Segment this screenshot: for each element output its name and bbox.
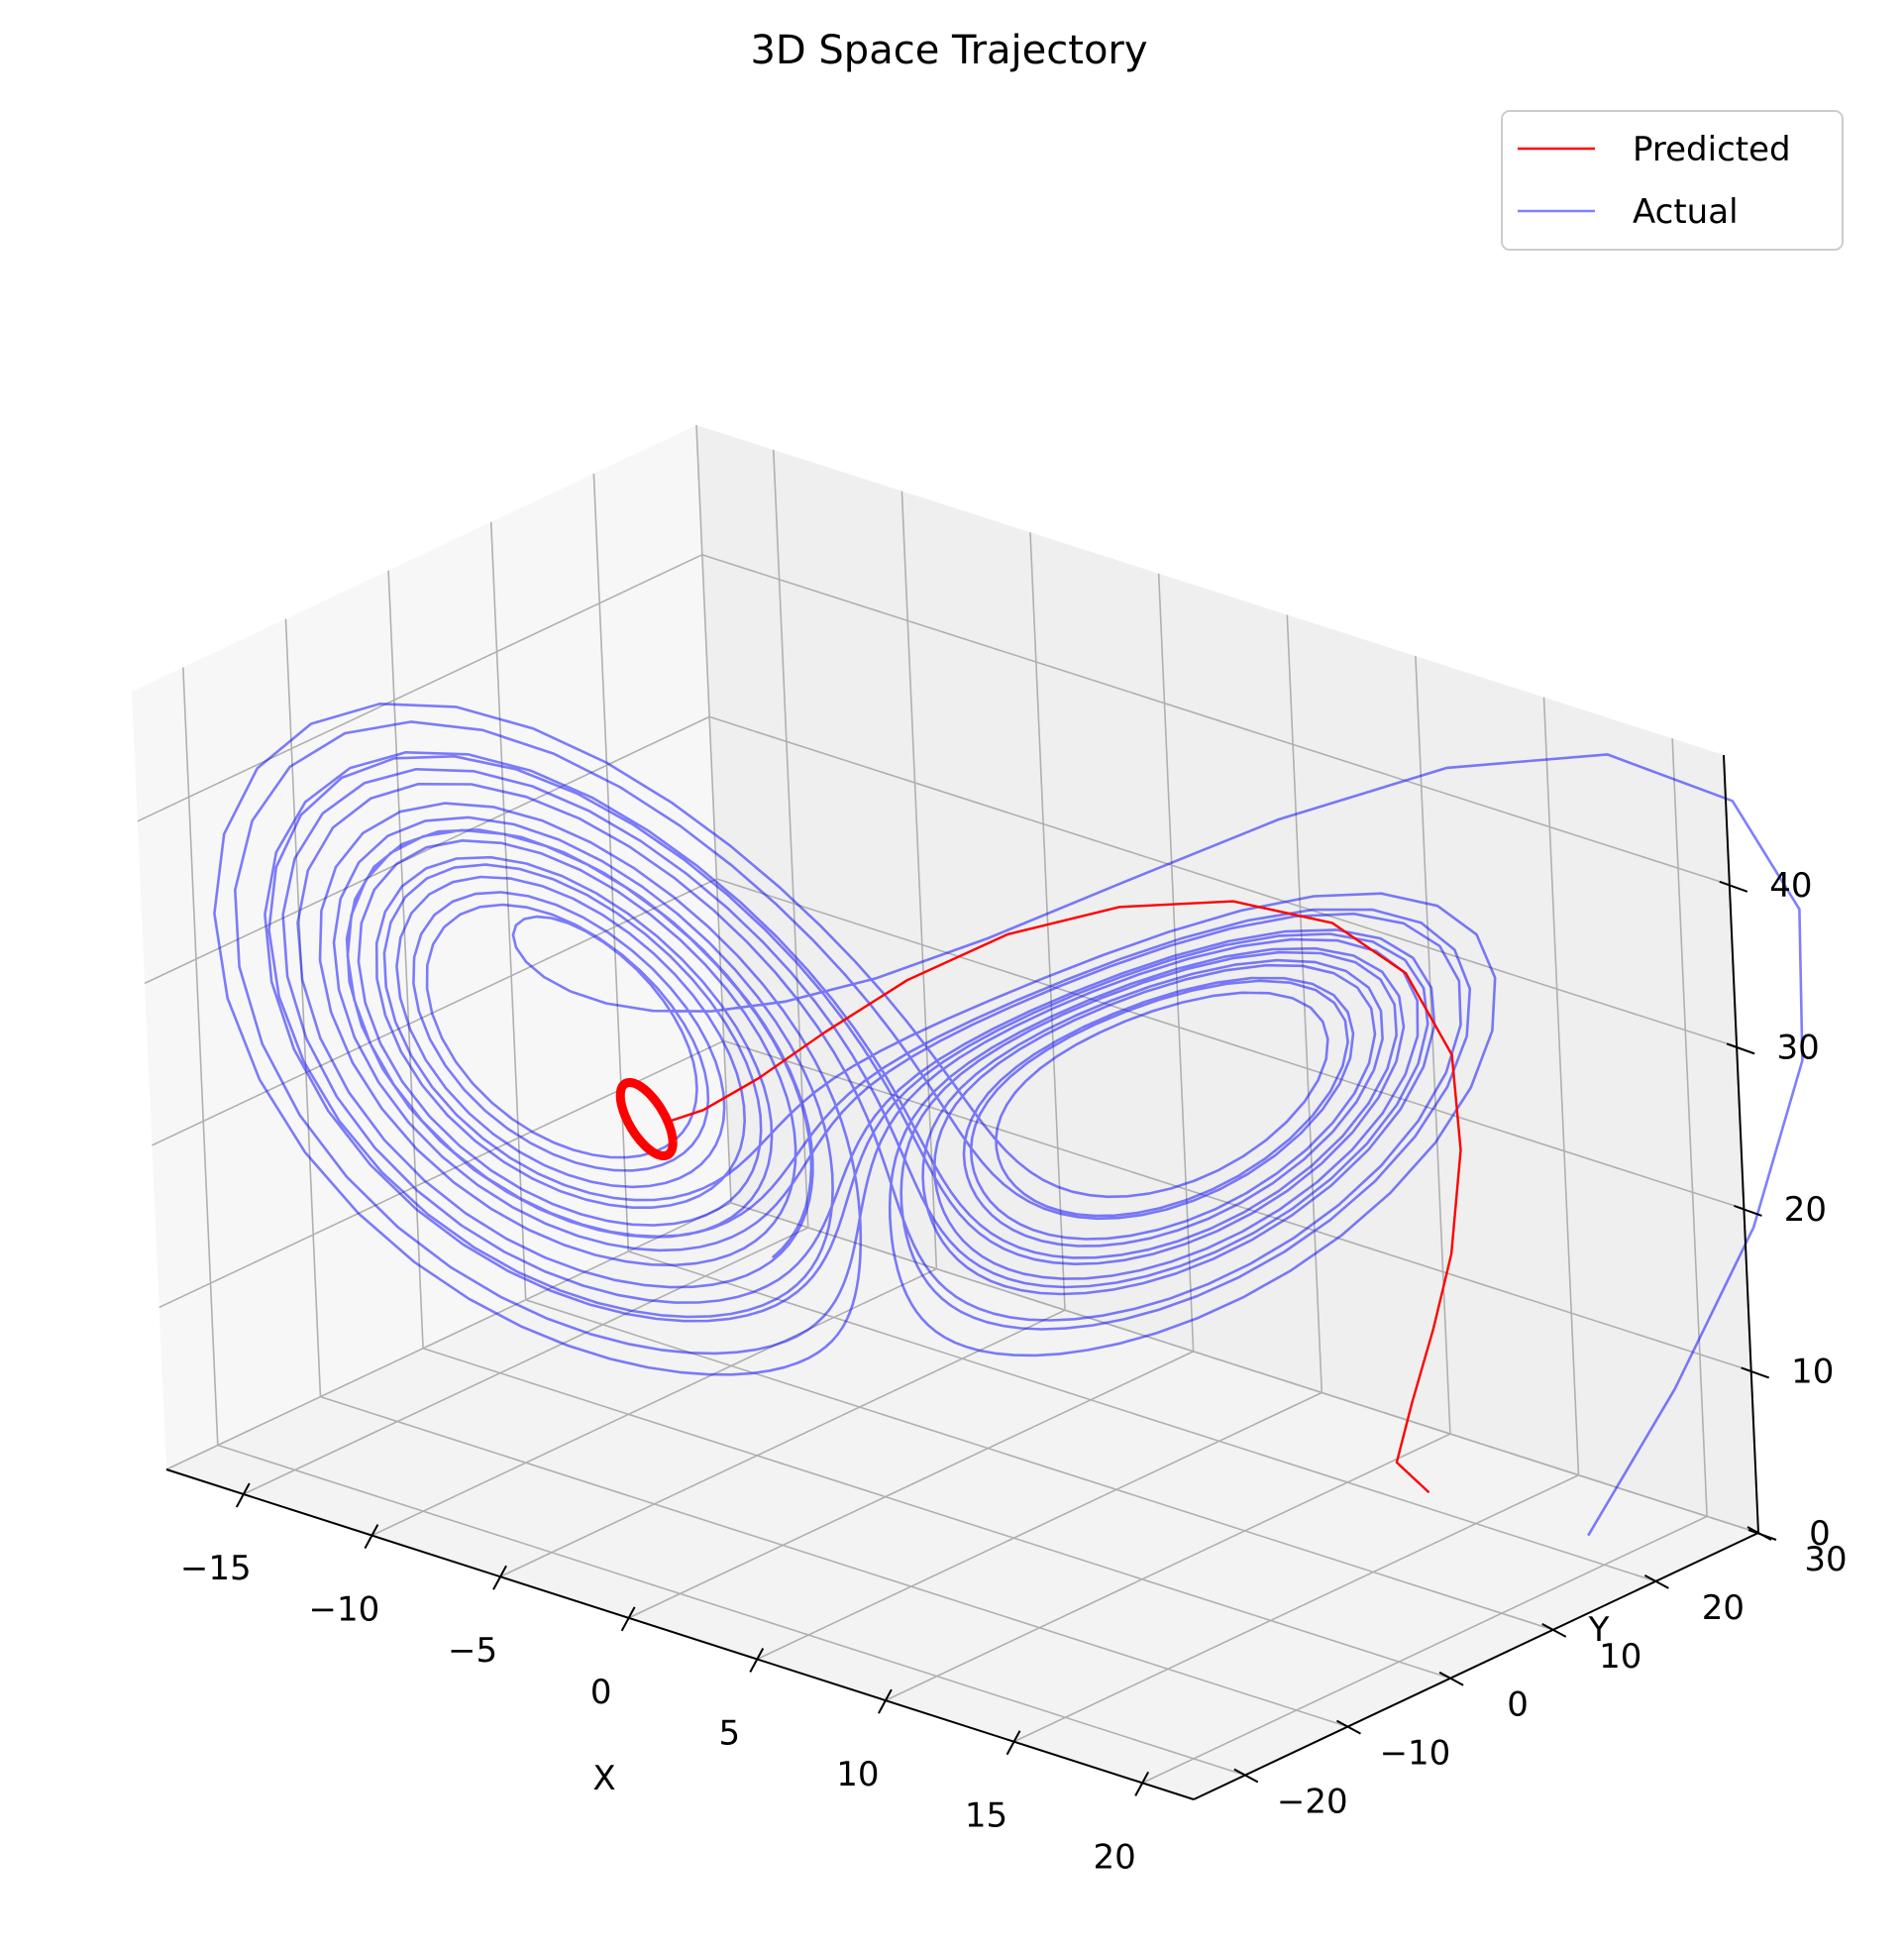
z-tick-mark	[1726, 1042, 1755, 1055]
legend: Predicted Actual	[1501, 110, 1844, 251]
z-grid-left-wall	[137, 554, 703, 822]
y-tick-label: −20	[1277, 1783, 1348, 1822]
z-grid-back-wall	[701, 554, 1731, 886]
y-tick-label: 30	[1804, 1540, 1847, 1579]
x-tick-mark	[364, 1524, 379, 1550]
y-grid-floor	[320, 1395, 1348, 1728]
x-tick-mark	[749, 1647, 765, 1673]
z-tick-label: 0	[1809, 1514, 1831, 1554]
z-tick-label: 40	[1769, 866, 1812, 906]
chart-title: 3D Space Trajectory	[750, 28, 1147, 73]
x-grid-floor	[885, 1433, 1451, 1701]
x-axis-line	[165, 1468, 1195, 1800]
series-actual-line	[213, 702, 1804, 1537]
y-tick-label: 0	[1507, 1685, 1529, 1725]
x-tick-label: −15	[180, 1549, 252, 1588]
z-grid-back-wall	[730, 1202, 1759, 1534]
x-tick-mark	[620, 1606, 636, 1632]
z-grid-left-wall	[152, 878, 717, 1146]
z-tick-label: 20	[1784, 1190, 1827, 1230]
x-tick-mark	[235, 1482, 251, 1508]
y-grid-floor	[525, 1299, 1553, 1631]
x-tick-mark	[878, 1688, 893, 1714]
z-grid-left-wall	[165, 1202, 732, 1470]
x-tick-mark	[1134, 1771, 1150, 1796]
x-tick-mark	[492, 1565, 507, 1590]
z-grid-back-wall	[716, 878, 1745, 1210]
x-tick-label: 20	[1094, 1837, 1136, 1877]
legend-frame	[1501, 110, 1844, 251]
z-tick-mark	[1719, 880, 1748, 893]
legend-label-predicted: Predicted	[1633, 130, 1791, 169]
x-axis-label: X	[592, 1759, 615, 1798]
z-tick-label: 10	[1791, 1352, 1834, 1391]
floor-pane	[166, 1203, 1758, 1799]
y-tick-mark	[1643, 1574, 1669, 1589]
x-tick-label: 0	[590, 1673, 612, 1712]
series-predicted-line	[665, 900, 1462, 1494]
x-tick-label: 5	[718, 1713, 740, 1753]
z-tick-mark	[1747, 1529, 1777, 1541]
x-grid-floor	[628, 1351, 1194, 1619]
legend-label-actual: Actual	[1633, 192, 1739, 232]
x-tick-label: 10	[836, 1755, 879, 1794]
series-predicted-cycle	[615, 1078, 678, 1160]
y-tick-mark	[1233, 1768, 1259, 1784]
y-tick-label: −10	[1380, 1734, 1451, 1774]
z-tick-mark	[1741, 1366, 1770, 1379]
y-grid-floor	[422, 1347, 1451, 1680]
x-grid-floor	[1013, 1474, 1579, 1743]
x-grid-floor	[371, 1267, 937, 1537]
y-tick-mark	[1541, 1622, 1567, 1638]
z-grid-back-wall	[708, 715, 1738, 1048]
x-tick-mark	[1005, 1730, 1021, 1756]
y-axis-line	[1193, 1532, 1759, 1800]
y-tick-label: 10	[1599, 1637, 1641, 1677]
z-tick-mark	[1734, 1204, 1762, 1217]
back-wall-pane	[696, 425, 1758, 1533]
x-tick-label: −5	[448, 1631, 497, 1671]
y-tick-mark	[1335, 1719, 1361, 1735]
z-tick-label: 30	[1776, 1028, 1819, 1067]
z-grid-back-wall	[723, 1039, 1751, 1372]
y-tick-label: 20	[1702, 1588, 1745, 1628]
series-layer	[213, 702, 1804, 1537]
x-grid-floor	[243, 1227, 809, 1495]
y-grid-floor	[217, 1444, 1246, 1777]
y-axis-label: Y	[1588, 1610, 1610, 1650]
x-grid-floor	[499, 1309, 1066, 1577]
x-tick-label: 15	[965, 1796, 1007, 1836]
y-grid-floor	[628, 1250, 1656, 1582]
x-grid-floor	[1141, 1515, 1708, 1785]
x-grid-floor	[756, 1391, 1322, 1661]
x-tick-label: −10	[309, 1590, 380, 1630]
y-tick-mark	[1438, 1671, 1464, 1686]
